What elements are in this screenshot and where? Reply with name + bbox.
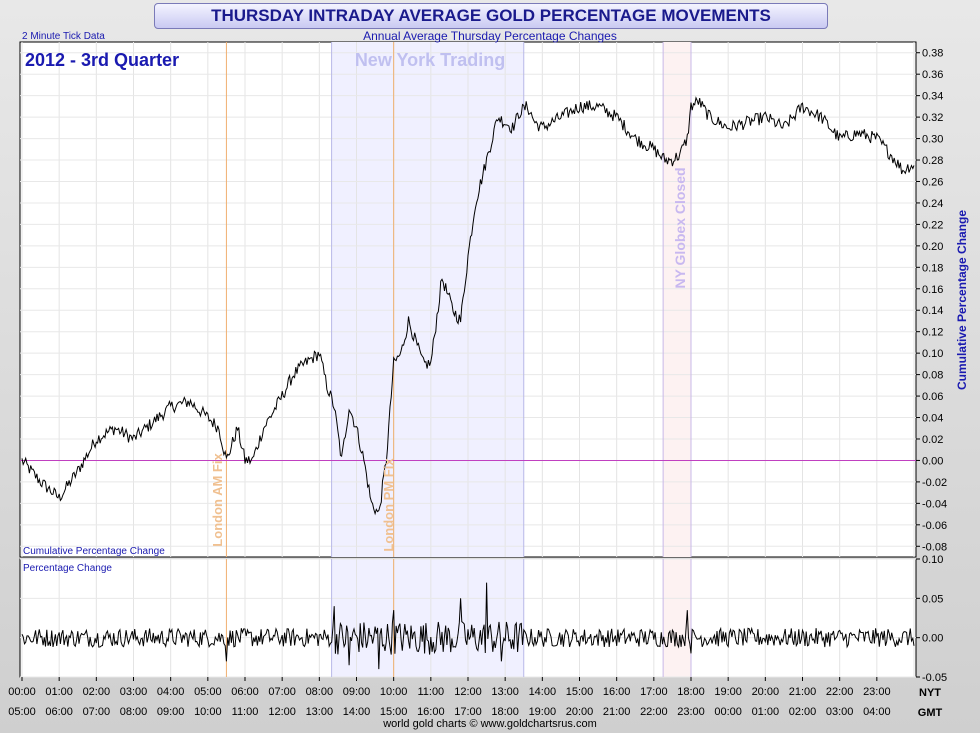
london-pm-fix-label: London PM Fix (381, 458, 396, 552)
ny-trading-band (331, 559, 524, 677)
y-tick-label: 0.38 (922, 48, 943, 60)
y-tick-label: 0.16 (922, 284, 943, 296)
x-tick-label-nyt: 13:00 (491, 686, 519, 698)
cumulative-series-line (21, 96, 915, 516)
x-tick-label-gmt: 19:00 (529, 706, 557, 718)
x-tick-label-gmt: 01:00 (752, 706, 780, 718)
x-tick-label-gmt: 22:00 (640, 706, 668, 718)
x-tick-label-nyt: 18:00 (677, 686, 705, 698)
footer-credit: world gold charts © www.goldchartsrus.co… (382, 718, 597, 730)
y-tick-label: 0.24 (922, 198, 943, 210)
y-tick-label: -0.05 (922, 672, 947, 684)
y-tick-label: 0.10 (922, 348, 943, 360)
x-tick-label-nyt: 23:00 (863, 686, 891, 698)
y-axis-label: Cumulative Percentage Change (955, 210, 969, 390)
x-tick-label-gmt: 04:00 (863, 706, 891, 718)
x-tick-label-nyt: 06:00 (231, 686, 259, 698)
x-tick-label-gmt: 06:00 (45, 706, 73, 718)
ny-globex-band (663, 42, 691, 557)
x-tick-label-gmt: 10:00 (194, 706, 222, 718)
x-tick-label-gmt: 11:00 (232, 706, 259, 718)
nyt-label: NYT (919, 687, 941, 699)
x-tick-label-nyt: 01:00 (45, 686, 73, 698)
gmt-label: GMT (918, 707, 943, 719)
percentage-series-line (21, 582, 915, 670)
x-tick-label-nyt: 19:00 (714, 686, 742, 698)
y-tick-label: 0.36 (922, 69, 943, 81)
y-tick-label: 0.06 (922, 391, 943, 403)
x-tick-label-nyt: 15:00 (566, 686, 594, 698)
x-tick-label-gmt: 20:00 (566, 706, 594, 718)
x-tick-label-nyt: 02:00 (83, 686, 111, 698)
x-tick-label-gmt: 00:00 (714, 706, 742, 718)
ny-trading-band (331, 42, 524, 557)
y-tick-label: 0.32 (922, 112, 943, 124)
ny-globex-closed-label: NY Globex Closed (672, 167, 688, 288)
tick-note: 2 Minute Tick Data (22, 31, 105, 42)
x-tick-label-nyt: 12:00 (454, 686, 482, 698)
x-tick-label-gmt: 17:00 (454, 706, 482, 718)
y-tick-label: 0.00 (922, 455, 943, 467)
x-tick-label-nyt: 05:00 (194, 686, 222, 698)
london-am-fix-label: London AM Fix (210, 453, 225, 547)
y-tick-label: 0.10 (922, 554, 943, 566)
x-tick-label-nyt: 08:00 (306, 686, 334, 698)
x-tick-label-gmt: 13:00 (306, 706, 334, 718)
y-tick-label: -0.02 (922, 477, 947, 489)
x-tick-label-nyt: 03:00 (120, 686, 148, 698)
y-tick-label: 0.12 (922, 327, 943, 339)
x-tick-label-gmt: 05:00 (8, 706, 36, 718)
y-tick-label: 0.00 (922, 633, 943, 645)
y-tick-label: 0.14 (922, 305, 943, 317)
x-tick-label-nyt: 00:00 (8, 686, 36, 698)
x-tick-label-gmt: 02:00 (789, 706, 817, 718)
y-tick-label: 0.02 (922, 434, 943, 446)
x-tick-label-nyt: 22:00 (826, 686, 854, 698)
y-tick-label: 0.18 (922, 262, 943, 274)
x-tick-label-gmt: 08:00 (120, 706, 148, 718)
y-tick-label: 0.08 (922, 370, 943, 382)
x-tick-label-gmt: 07:00 (83, 706, 111, 718)
ny-trading-label: New York Trading (355, 50, 505, 70)
x-tick-label-gmt: 21:00 (603, 706, 631, 718)
chart-title: THURSDAY INTRADAY AVERAGE GOLD PERCENTAG… (154, 3, 828, 29)
x-tick-label-gmt: 14:00 (343, 706, 371, 718)
x-tick-label-nyt: 21:00 (789, 686, 817, 698)
percentage-series-label: Percentage Change (23, 563, 112, 574)
y-tick-label: -0.08 (922, 541, 947, 553)
x-tick-label-nyt: 17:00 (640, 686, 668, 698)
x-tick-label-nyt: 07:00 (268, 686, 296, 698)
chart-subtitle: Annual Average Thursday Percentage Chang… (363, 29, 617, 43)
quarter-label: 2012 - 3rd Quarter (25, 50, 179, 70)
x-tick-label-nyt: 20:00 (752, 686, 780, 698)
x-tick-label-nyt: 11:00 (417, 686, 444, 698)
x-tick-label-nyt: 16:00 (603, 686, 631, 698)
x-tick-label-gmt: 16:00 (417, 706, 445, 718)
y-tick-label: 0.05 (922, 593, 943, 605)
y-tick-label: 0.22 (922, 219, 943, 231)
y-tick-label: 0.20 (922, 241, 943, 253)
x-tick-label-nyt: 04:00 (157, 686, 185, 698)
y-tick-label: 0.30 (922, 134, 943, 146)
x-tick-label-nyt: 10:00 (380, 686, 408, 698)
cumulative-series-label: Cumulative Percentage Change (23, 546, 165, 557)
y-tick-label: 0.34 (922, 91, 943, 103)
y-tick-label: 0.28 (922, 155, 943, 167)
x-tick-label-gmt: 03:00 (826, 706, 854, 718)
y-tick-label: 0.04 (922, 413, 943, 425)
x-tick-label-gmt: 12:00 (268, 706, 296, 718)
y-tick-label: -0.06 (922, 520, 947, 532)
y-tick-label: -0.04 (922, 498, 947, 510)
x-tick-label-gmt: 09:00 (157, 706, 185, 718)
x-tick-label-nyt: 09:00 (343, 686, 371, 698)
x-tick-label-gmt: 18:00 (491, 706, 519, 718)
x-tick-label-gmt: 23:00 (677, 706, 705, 718)
x-tick-label-nyt: 14:00 (529, 686, 557, 698)
x-tick-label-gmt: 15:00 (380, 706, 408, 718)
y-tick-label: 0.26 (922, 176, 943, 188)
